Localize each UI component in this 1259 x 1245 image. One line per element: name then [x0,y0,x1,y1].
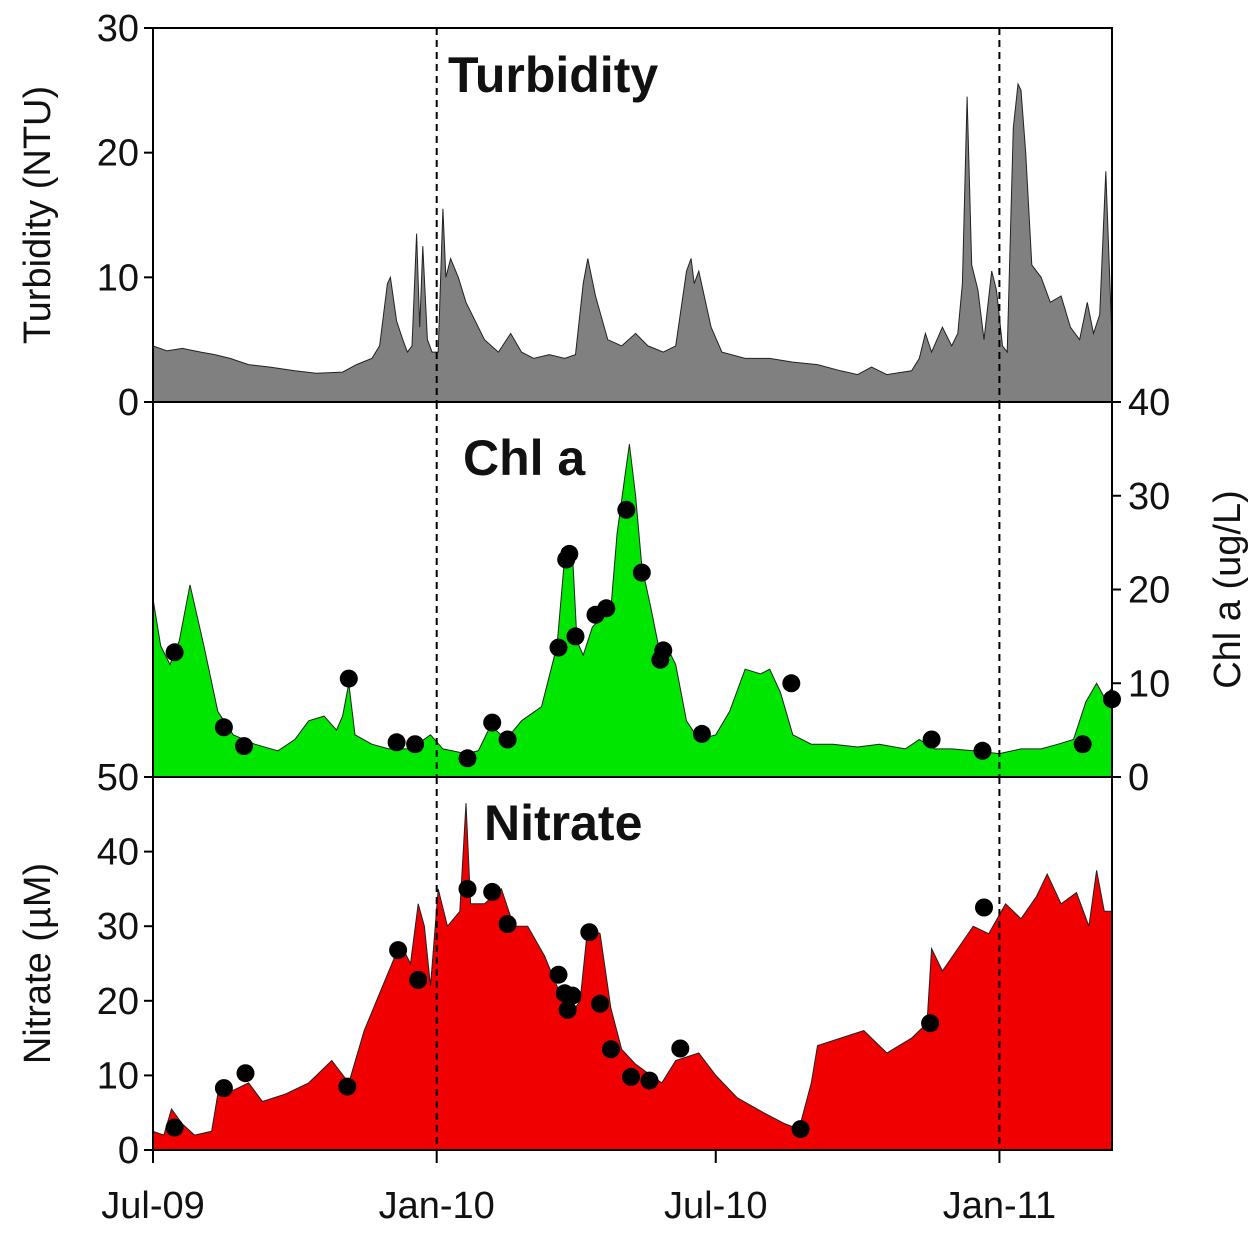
chl-a-sample-point-21 [922,730,941,749]
nitrate-y-tick-label-2: 20 [97,981,139,1023]
nitrate-sample-point-0 [165,1118,184,1137]
nitrate-y-tick-label-4: 40 [97,832,139,874]
chl-a-title: Chl a [463,430,586,486]
chl-a-sample-point-1 [214,718,233,737]
chl-a-sample-point-2 [235,737,253,756]
nitrate-axis-title: Nitrate (µM) [17,863,59,1064]
nitrate-sample-point-6 [458,879,477,898]
chl-a-y-tick-label-3: 30 [1128,476,1170,518]
chl-a-sample-point-12 [566,627,585,646]
turbidity-y-tick-label-2: 20 [97,133,139,175]
nitrate-title: Nitrate [484,795,642,851]
x-tick-label-0: Jul-09 [101,1185,205,1227]
turbidity-panel: 0 10 20 30 Turbidity (NTU) Turbidity [17,8,1113,424]
nitrate-y-tick-label-3: 30 [97,906,139,948]
turbidity-y-tick-label-1: 10 [97,257,139,299]
chl-a-sample-point-20 [782,674,801,693]
turbidity-title: Turbidity [448,47,658,103]
nitrate-sample-point-7 [483,882,502,901]
nitrate-sample-point-8 [498,915,517,933]
chl-a-sample-point-14 [597,599,616,618]
x-tick-label-1: Jan-10 [379,1185,495,1227]
nitrate-sample-point-19 [791,1120,810,1139]
nitrate-sample-point-14 [591,994,610,1013]
nitrate-area [152,803,1113,1151]
chl-a-sample-point-19 [692,724,711,743]
nitrate-sample-point-15 [601,1040,620,1059]
nitrate-sample-point-5 [409,970,428,989]
x-tick-label-2: Jul-10 [664,1185,768,1227]
nitrate-sample-point-12 [563,986,582,1005]
chl-a-sample-point-23 [1073,735,1092,754]
chl-a-sample-point-9 [549,638,568,657]
chl-a-panel: 0 10 20 30 40 Chl a (ug/L) Chl a [152,382,1249,799]
nitrate-panel: 0 10 20 30 40 50 Nitrate (µM) Nitrate [17,757,1113,1172]
nitrate-sample-point-2 [236,1064,255,1083]
x-tick-label-3: Jan-11 [943,1185,1056,1227]
nitrate-sample-point-18 [671,1039,690,1058]
chl-a-area [152,444,1113,778]
nitrate-sample-point-16 [622,1067,640,1086]
chl-a-sample-point-5 [406,735,425,754]
nitrate-y-tick-label-0: 0 [118,1130,139,1172]
chl-a-sample-point-7 [483,713,502,732]
nitrate-sample-point-1 [214,1079,233,1098]
nitrate-sample-point-3 [338,1077,357,1096]
nitrate-sample-point-13 [580,923,599,942]
chl-a-sample-point-8 [498,730,517,749]
chl-a-y-tick-label-4: 40 [1128,382,1170,424]
chl-a-sample-point-6 [458,749,477,768]
nitrate-sample-point-17 [640,1071,659,1090]
chl-a-sample-point-18 [654,641,673,660]
chl-a-sample-point-4 [387,733,406,752]
nitrate-sample-point-20 [921,1014,940,1033]
shared-x-axis: Jul-09 Jan-10 Jul-10 Jan-11 [101,1150,1056,1227]
turbidity-axis-title: Turbidity (NTU) [17,86,59,344]
chl-a-axis-title: Chl a (ug/L) [1207,490,1249,689]
nitrate-sample-point-9 [549,965,568,984]
chl-a-sample-point-15 [617,500,636,519]
chl-a-y-tick-label-2: 20 [1128,570,1170,612]
chl-a-sample-point-22 [973,741,992,760]
chl-a-y-tick-label-1: 10 [1128,663,1170,705]
nitrate-y-tick-label-1: 10 [97,1055,139,1097]
turbidity-area [152,82,1113,403]
chl-a-y-tick-label-0: 0 [1128,757,1149,799]
nitrate-sample-point-21 [975,898,993,917]
turbidity-y-tick-label-0: 0 [118,382,139,424]
chl-a-sample-point-11 [560,544,579,563]
chl-a-sample-point-0 [165,643,184,662]
nitrate-sample-point-11 [558,1000,577,1019]
nitrate-sample-point-4 [389,941,408,960]
turbidity-y-tick-label-3: 30 [97,8,139,50]
nitrate-frame [152,776,1113,1151]
chl-a-sample-point-3 [339,669,358,688]
nitrate-y-tick-label-5: 50 [97,757,139,799]
chl-a-sample-point-16 [632,563,651,582]
